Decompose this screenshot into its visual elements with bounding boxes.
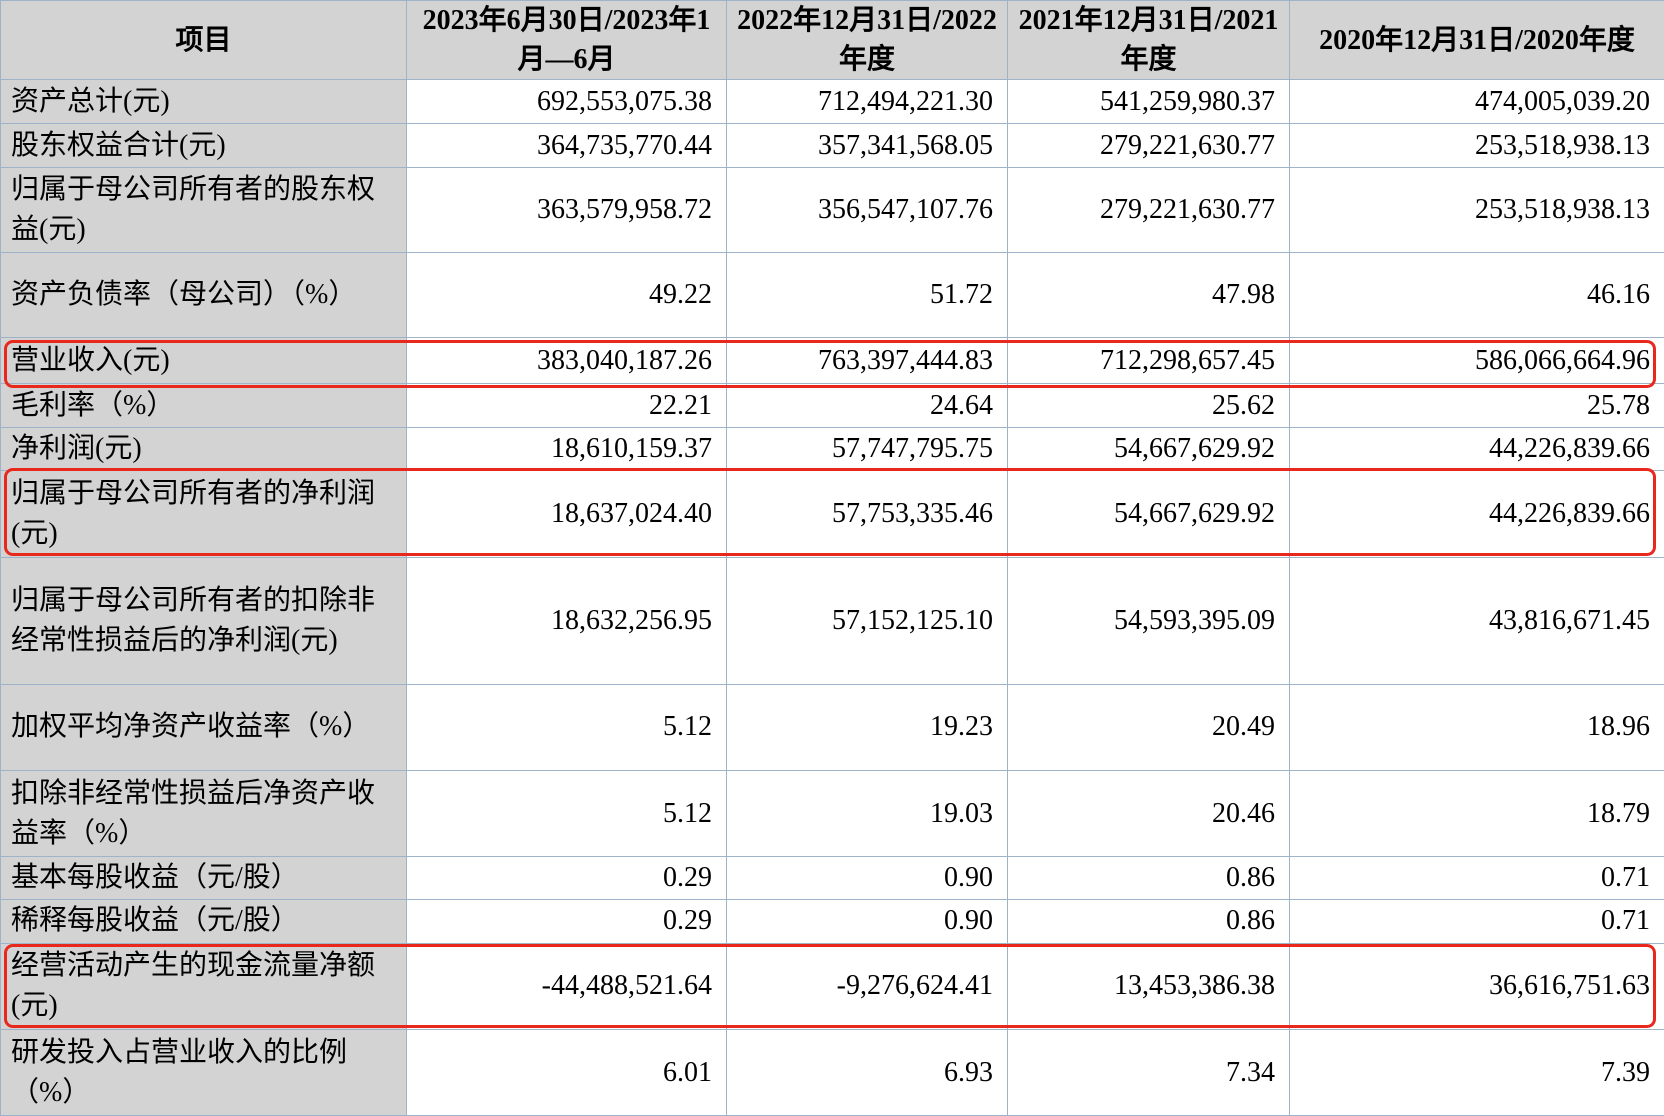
row-label: 资产总计(元) xyxy=(0,78,407,125)
table-row: 稀释每股收益（元/股） 0.29 0.90 0.86 0.71 xyxy=(0,899,1664,944)
cell-value: 18,632,256.95 xyxy=(406,556,727,685)
cell-value: 383,040,187.26 xyxy=(406,336,727,385)
cell-value: 57,152,125.10 xyxy=(726,556,1008,685)
cell-value: 51.72 xyxy=(726,252,1008,338)
cell-value: 19.23 xyxy=(726,683,1008,772)
cell-value: -9,276,624.41 xyxy=(726,942,1008,1031)
cell-value: 253,518,938.13 xyxy=(1289,166,1664,254)
cell-value: 18,610,159.37 xyxy=(406,426,727,472)
cell-value: 364,735,770.44 xyxy=(406,123,727,168)
row-label: 资产负债率（母公司）（%） xyxy=(0,252,407,338)
table-row: 资产总计(元) 692,553,075.38 712,494,221.30 54… xyxy=(0,78,1664,125)
cell-value: 712,298,657.45 xyxy=(1007,336,1290,385)
cell-value: 763,397,444.83 xyxy=(726,336,1008,385)
cell-value: 18.79 xyxy=(1289,770,1664,857)
cell-value: 20.49 xyxy=(1007,683,1290,772)
table-row: 归属于母公司所有者的股东权益(元) 363,579,958.72 356,547… xyxy=(0,166,1664,254)
cell-value: -44,488,521.64 xyxy=(406,942,727,1031)
row-label: 经营活动产生的现金流量净额(元) xyxy=(0,942,407,1031)
cell-value: 253,518,938.13 xyxy=(1289,123,1664,168)
cell-value: 24.64 xyxy=(726,383,1008,428)
row-label: 股东权益合计(元) xyxy=(0,123,407,168)
row-label: 加权平均净资产收益率（%） xyxy=(0,683,407,772)
table-row: 基本每股收益（元/股） 0.29 0.90 0.86 0.71 xyxy=(0,855,1664,901)
table-row: 归属于母公司所有者的扣除非经常性损益后的净利润(元) 18,632,256.95… xyxy=(0,556,1664,685)
cell-value: 57,747,795.75 xyxy=(726,426,1008,472)
row-label: 扣除非经常性损益后净资产收益率（%） xyxy=(0,770,407,857)
row-label: 基本每股收益（元/股） xyxy=(0,855,407,901)
cell-value: 5.12 xyxy=(406,683,727,772)
cell-value: 0.90 xyxy=(726,855,1008,901)
table-header-row: 项目 2023年6月30日/2023年1月—6月 2022年12月31日/202… xyxy=(0,0,1664,80)
cell-value: 57,753,335.46 xyxy=(726,470,1008,558)
row-label: 净利润(元) xyxy=(0,426,407,472)
cell-value: 712,494,221.30 xyxy=(726,78,1008,125)
table-row: 扣除非经常性损益后净资产收益率（%） 5.12 19.03 20.46 18.7… xyxy=(0,770,1664,857)
table-row: 股东权益合计(元) 364,735,770.44 357,341,568.05 … xyxy=(0,123,1664,168)
row-label: 稀释每股收益（元/股） xyxy=(0,899,407,944)
cell-value: 0.71 xyxy=(1289,899,1664,944)
cell-value: 7.34 xyxy=(1007,1029,1290,1116)
cell-value: 0.90 xyxy=(726,899,1008,944)
cell-value: 54,667,629.92 xyxy=(1007,426,1290,472)
cell-value: 279,221,630.77 xyxy=(1007,123,1290,168)
table-row: 归属于母公司所有者的净利润(元) 18,637,024.40 57,753,33… xyxy=(0,470,1664,558)
cell-value: 43,816,671.45 xyxy=(1289,556,1664,685)
header-period-2020: 2020年12月31日/2020年度 xyxy=(1289,0,1664,80)
cell-value: 18,637,024.40 xyxy=(406,470,727,558)
cell-value: 49.22 xyxy=(406,252,727,338)
cell-value: 13,453,386.38 xyxy=(1007,942,1290,1031)
row-label: 毛利率（%） xyxy=(0,383,407,428)
cell-value: 6.93 xyxy=(726,1029,1008,1116)
table-row: 营业收入(元) 383,040,187.26 763,397,444.83 71… xyxy=(0,336,1664,385)
header-period-2023h1: 2023年6月30日/2023年1月—6月 xyxy=(406,0,727,80)
cell-value: 25.78 xyxy=(1289,383,1664,428)
cell-value: 5.12 xyxy=(406,770,727,857)
header-item: 项目 xyxy=(0,0,407,80)
cell-value: 7.39 xyxy=(1289,1029,1664,1116)
cell-value: 692,553,075.38 xyxy=(406,78,727,125)
header-period-2021: 2021年12月31日/2021年度 xyxy=(1007,0,1290,80)
cell-value: 541,259,980.37 xyxy=(1007,78,1290,125)
row-label: 研发投入占营业收入的比例（%） xyxy=(0,1029,407,1116)
cell-value: 44,226,839.66 xyxy=(1289,470,1664,558)
cell-value: 47.98 xyxy=(1007,252,1290,338)
cell-value: 279,221,630.77 xyxy=(1007,166,1290,254)
header-period-2022: 2022年12月31日/2022年度 xyxy=(726,0,1008,80)
table-row: 净利润(元) 18,610,159.37 57,747,795.75 54,66… xyxy=(0,426,1664,472)
cell-value: 25.62 xyxy=(1007,383,1290,428)
cell-value: 22.21 xyxy=(406,383,727,428)
cell-value: 0.86 xyxy=(1007,855,1290,901)
cell-value: 6.01 xyxy=(406,1029,727,1116)
cell-value: 19.03 xyxy=(726,770,1008,857)
cell-value: 586,066,664.96 xyxy=(1289,336,1664,385)
table-row: 加权平均净资产收益率（%） 5.12 19.23 20.49 18.96 xyxy=(0,683,1664,772)
cell-value: 0.86 xyxy=(1007,899,1290,944)
table-row: 资产负债率（母公司）（%） 49.22 51.72 47.98 46.16 xyxy=(0,252,1664,338)
cell-value: 0.71 xyxy=(1289,855,1664,901)
table-row: 研发投入占营业收入的比例（%） 6.01 6.93 7.34 7.39 xyxy=(0,1029,1664,1116)
cell-value: 357,341,568.05 xyxy=(726,123,1008,168)
cell-value: 474,005,039.20 xyxy=(1289,78,1664,125)
cell-value: 356,547,107.76 xyxy=(726,166,1008,254)
row-label: 归属于母公司所有者的净利润(元) xyxy=(0,470,407,558)
cell-value: 363,579,958.72 xyxy=(406,166,727,254)
cell-value: 54,593,395.09 xyxy=(1007,556,1290,685)
cell-value: 36,616,751.63 xyxy=(1289,942,1664,1031)
cell-value: 44,226,839.66 xyxy=(1289,426,1664,472)
row-label: 归属于母公司所有者的扣除非经常性损益后的净利润(元) xyxy=(0,556,407,685)
cell-value: 46.16 xyxy=(1289,252,1664,338)
row-label: 营业收入(元) xyxy=(0,336,407,385)
cell-value: 20.46 xyxy=(1007,770,1290,857)
cell-value: 54,667,629.92 xyxy=(1007,470,1290,558)
cell-value: 0.29 xyxy=(406,899,727,944)
cell-value: 0.29 xyxy=(406,855,727,901)
table-row: 经营活动产生的现金流量净额(元) -44,488,521.64 -9,276,6… xyxy=(0,942,1664,1031)
row-label: 归属于母公司所有者的股东权益(元) xyxy=(0,166,407,254)
cell-value: 18.96 xyxy=(1289,683,1664,772)
table-row: 毛利率（%） 22.21 24.64 25.62 25.78 xyxy=(0,383,1664,428)
